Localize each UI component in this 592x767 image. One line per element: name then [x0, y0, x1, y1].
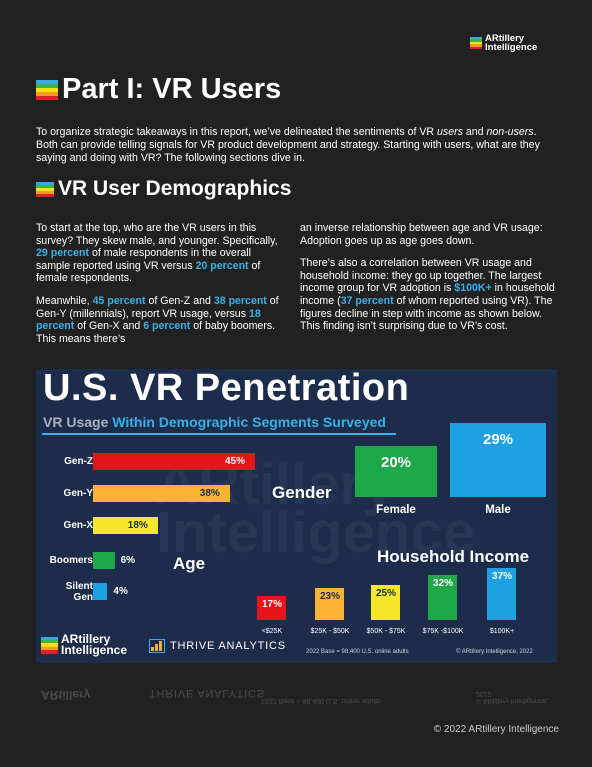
brand-logo-text: ARtillery Intelligence	[61, 632, 128, 657]
age-bar-label: Gen-Z	[44, 453, 93, 470]
age-category-label: Boomers	[49, 555, 93, 566]
paragraph: an inverse relationship between age and …	[300, 222, 543, 247]
income-value-label: 17%	[261, 599, 282, 611]
income-bar	[315, 587, 344, 620]
watermark: ARtillery Intelligence	[156, 452, 476, 565]
age-value-label: 38%	[199, 488, 220, 499]
bar-chart-icon	[149, 639, 165, 653]
logo-reflection: ARtillery THRIVE ANALYTICS 2022 Base = 9…	[36, 664, 557, 704]
subtitle-underline	[42, 433, 396, 435]
age-value-label: 45%	[225, 456, 246, 467]
gender-category-label: Male	[485, 504, 511, 516]
gender-category-label: Female	[376, 504, 416, 516]
age-bar	[93, 453, 255, 470]
income-value-label: 25%	[375, 587, 396, 599]
brand-logo-mark	[470, 37, 482, 50]
part-heading: Part I: VR Users	[36, 73, 281, 106]
gender-label: Gender	[272, 483, 332, 502]
body-column-left: To start at the top, who are the VR user…	[36, 222, 288, 355]
brand-logo-text: ARtillery Intelligence	[485, 33, 538, 53]
infographic-subtitle: VR Usage Within Demographic Segments Sur…	[43, 414, 386, 430]
income-bar	[371, 584, 400, 620]
gender-value-label: 29%	[482, 431, 514, 449]
copyright: © 2022 ARtillery Intelligence	[433, 724, 559, 735]
age-category-label: Gen-Y	[63, 488, 93, 499]
age-bar	[93, 485, 230, 502]
age-bar-label: Boomers	[44, 552, 93, 569]
age-category-label: Gen-X	[63, 520, 93, 531]
age-bar	[93, 552, 115, 569]
gender-bar: 20%	[355, 446, 437, 497]
age-value-label: 18%	[127, 520, 148, 531]
income-category-label: $25K - $50K	[310, 628, 350, 635]
gender-value-label: 20%	[380, 454, 412, 471]
brand-bars-icon	[36, 79, 58, 100]
reflection-text: THRIVE ANALYTICS	[149, 687, 265, 699]
income-category-label: $75K -$100K	[422, 628, 464, 635]
income-category-label: $100K+	[489, 628, 515, 635]
paragraph: To start at the top, who are the VR user…	[36, 222, 278, 285]
income-value-label: 37%	[491, 571, 512, 582]
age-bar	[93, 517, 158, 534]
brand-bars-icon	[36, 181, 54, 197]
reflection-text: 2022 Base = 98,400 U.S. online adults	[261, 697, 381, 704]
age-bar-label: Gen-Y	[44, 485, 93, 502]
brand-logo: ARtillery Intelligence	[470, 34, 537, 52]
income-bar	[257, 596, 286, 620]
income-label: Household Income	[377, 547, 530, 566]
age-category-label: Gen-Z	[64, 456, 93, 467]
age-bar-label: Gen-X	[44, 517, 93, 534]
age-value-label: 4%	[113, 586, 128, 597]
income-category-label: $50K - $75K	[366, 628, 406, 635]
paragraph: Meanwhile, 45 percent of Gen-Z and 38 pe…	[36, 294, 279, 345]
age-label: Age	[173, 554, 206, 573]
age-bar	[93, 583, 108, 600]
body-column-right: an inverse relationship between age and …	[300, 222, 562, 343]
paragraph: There’s also a correlation between VR us…	[300, 257, 555, 333]
brand-logo-mark	[41, 636, 58, 654]
reflection-text: ARtillery	[41, 688, 91, 702]
footnote-copyright: © ARtillery Intelligence, 2022	[456, 649, 533, 655]
age-bar-label: Silent Gen	[44, 580, 93, 603]
intro-paragraph: To organize strategic takeaways in this …	[36, 126, 540, 164]
artillery-logo: ARtillery Intelligence	[41, 632, 128, 657]
footnote-base: 2022 Base = 98,400 U.S. online adults	[306, 649, 409, 655]
age-category-label: Silent Gen	[65, 580, 93, 603]
vr-penetration-infographic: ARtillery Intelligence U.S. VR Penetratio…	[36, 369, 557, 663]
income-category-label: <$25K	[261, 628, 283, 635]
thrive-analytics-logo: THRIVE ANALYTICS	[149, 639, 286, 653]
income-bar	[487, 568, 516, 620]
section-heading: VR User Demographics	[36, 177, 291, 201]
income-value-label: 32%	[432, 578, 453, 590]
reflection-text: © ARtillery Intelligence, 2022	[476, 690, 549, 704]
gender-bar: 29%	[450, 423, 546, 497]
infographic-title: U.S. VR Penetration	[43, 369, 410, 409]
income-value-label: 23%	[319, 590, 340, 602]
age-value-label: 6%	[120, 555, 136, 566]
income-bar	[428, 575, 457, 620]
